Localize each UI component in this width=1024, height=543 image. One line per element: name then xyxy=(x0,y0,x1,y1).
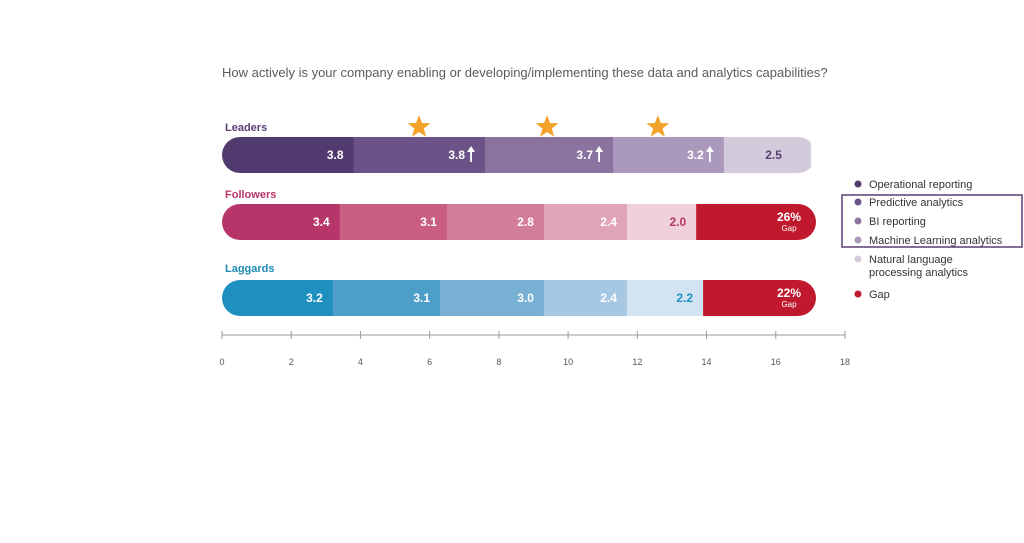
star-icon xyxy=(535,115,559,137)
value-label: 2.4 xyxy=(600,215,617,229)
value-label: 3.8 xyxy=(448,148,465,162)
tick-label: 0 xyxy=(219,357,224,367)
legend-item: Operational reporting xyxy=(854,179,972,191)
tick-label: 2 xyxy=(289,357,294,367)
legend-label: Gap xyxy=(869,289,890,301)
value-label: 3.8 xyxy=(327,148,344,162)
group-leaders: Leaders 3.8 3.8 3.7 3.2 2.5 xyxy=(222,115,811,173)
legend: Operational reporting Predictive analytic… xyxy=(841,179,1023,301)
bar-segment xyxy=(222,137,355,173)
legend-swatch xyxy=(854,217,862,225)
value-label: 3.4 xyxy=(313,215,330,229)
bar-segment xyxy=(353,137,486,173)
group-label: Followers xyxy=(225,189,276,201)
gap-segment xyxy=(696,204,816,240)
x-axis: 0 2 4 6 8 10 12 14 16 18 xyxy=(219,331,850,367)
bars-layer: Leaders 3.8 3.8 3.7 3.2 2.5 Followers 3.4 3.1 2.8… xyxy=(222,115,816,316)
legend-swatch xyxy=(854,180,862,188)
legend-swatch xyxy=(854,236,862,244)
star-icon xyxy=(646,115,670,137)
bar-segment xyxy=(626,280,704,316)
value-label: 2.2 xyxy=(676,291,693,305)
value-label: 3.2 xyxy=(687,148,704,162)
bar-segment xyxy=(222,204,341,240)
gap-sublabel: Gap xyxy=(781,224,797,233)
legend-swatch xyxy=(854,255,862,263)
value-label: 3.2 xyxy=(306,291,323,305)
value-label: 3.1 xyxy=(413,291,430,305)
bar-segment xyxy=(626,204,697,240)
bar-segment xyxy=(440,280,545,316)
gap-segment xyxy=(703,280,816,316)
value-label: 2.4 xyxy=(600,291,617,305)
bar-segment xyxy=(543,204,628,240)
group-followers: Followers 3.4 3.1 2.8 2.4 2.0 26%Gap xyxy=(222,189,816,240)
up-arrow-icon xyxy=(705,146,714,162)
up-arrow-icon xyxy=(595,146,604,162)
bar-segment xyxy=(332,280,441,316)
legend-item: Machine Learning analytics xyxy=(854,235,1003,247)
value-label: 3.1 xyxy=(420,215,437,229)
bar-segment xyxy=(613,137,725,173)
value-label: 2.0 xyxy=(669,215,686,229)
legend-swatch xyxy=(854,198,862,206)
group-laggards: Laggards 3.2 3.1 3.0 2.4 2.2 22%Gap xyxy=(222,263,816,316)
legend-label: Operational reporting xyxy=(869,179,972,191)
value-label: 3.7 xyxy=(576,148,593,162)
legend-label: Machine Learning analytics xyxy=(869,235,1003,247)
value-label: 2.8 xyxy=(517,215,534,229)
chart-title: How actively is your company enabling or… xyxy=(222,65,828,80)
tick-label: 16 xyxy=(771,357,781,367)
tick-label: 18 xyxy=(840,357,850,367)
group-label: Leaders xyxy=(225,122,267,134)
value-label: 2.5 xyxy=(765,148,782,162)
value-label: 3.0 xyxy=(517,291,534,305)
bar-segment xyxy=(723,137,811,173)
group-label: Laggards xyxy=(225,263,275,275)
legend-label: Predictive analytics xyxy=(869,197,964,209)
legend-item: Natural language processing analytics xyxy=(854,254,969,279)
legend-label: Natural language processing analytics xyxy=(869,254,969,279)
legend-swatch xyxy=(854,290,862,298)
legend-highlight-box xyxy=(841,194,1023,248)
gap-value: 22% xyxy=(777,286,801,300)
bar-segment xyxy=(446,204,545,240)
tick-label: 12 xyxy=(632,357,642,367)
bar-segment xyxy=(222,280,334,316)
gap-value: 26% xyxy=(777,210,801,224)
bar-segment xyxy=(543,280,628,316)
legend-item: Predictive analytics xyxy=(854,197,964,209)
up-arrow-icon xyxy=(467,146,476,162)
tick-label: 14 xyxy=(702,357,712,367)
gap-sublabel: Gap xyxy=(781,300,797,309)
legend-item: BI reporting xyxy=(854,216,926,228)
tick-label: 8 xyxy=(496,357,501,367)
tick-label: 4 xyxy=(358,357,363,367)
tick-label: 6 xyxy=(427,357,432,367)
legend-item: Gap xyxy=(854,289,890,301)
tick-label: 10 xyxy=(563,357,573,367)
star-icon xyxy=(407,115,431,137)
bar-segment xyxy=(339,204,448,240)
bar-segment xyxy=(485,137,614,173)
legend-label: BI reporting xyxy=(869,216,926,228)
